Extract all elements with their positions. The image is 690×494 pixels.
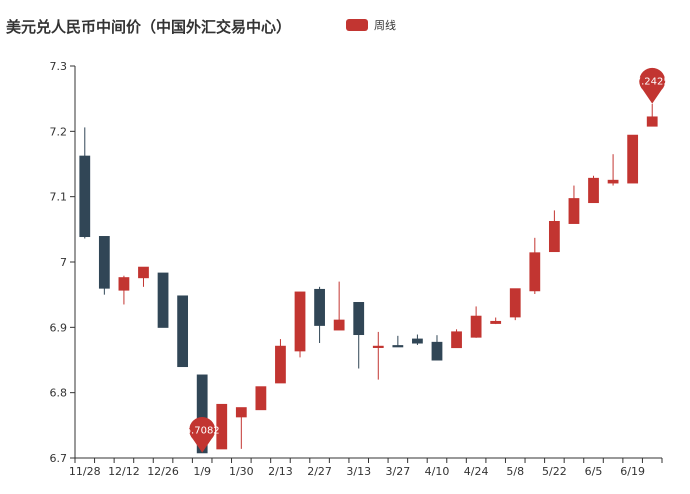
candle-body [470, 315, 482, 338]
x-tick-label: 2/13 [268, 465, 293, 478]
candle [646, 103, 658, 127]
candle-body [294, 291, 306, 352]
candle-body [235, 407, 247, 418]
candle-body [490, 320, 502, 324]
marker-pin-label: 6.7082 [185, 426, 220, 437]
candle-body [607, 179, 619, 184]
candle-body [353, 302, 365, 336]
y-tick-label: 6.8 [50, 387, 68, 400]
x-tick-label: 5/8 [506, 465, 524, 478]
candle-body [255, 386, 267, 411]
candle-body [451, 331, 462, 349]
x-tick-label: 4/10 [425, 465, 450, 478]
marker-pin-label: 7.2425 [635, 77, 670, 88]
candle [216, 403, 228, 450]
candle-body [392, 345, 404, 348]
candle [275, 339, 286, 384]
x-tick-label: 4/24 [464, 465, 489, 478]
candle-body [79, 155, 91, 238]
candle-body [588, 177, 599, 204]
candle [490, 317, 502, 325]
candle [548, 210, 560, 253]
y-tick-label: 7 [60, 256, 67, 269]
candle [607, 154, 619, 186]
candle-body [333, 319, 345, 331]
x-tick-label: 3/27 [385, 465, 410, 478]
candle [372, 331, 384, 380]
candle-body [118, 277, 130, 291]
candle [431, 335, 443, 361]
x-tick-label: 11/28 [69, 465, 101, 478]
candle [509, 288, 521, 321]
chart-legend[interactable]: 周线 [346, 17, 396, 33]
candle [392, 335, 404, 348]
candle [412, 334, 423, 345]
candle [451, 329, 462, 349]
marker-pin-shape [639, 67, 666, 104]
candle-body [372, 345, 384, 348]
candle-body [646, 116, 658, 127]
y-tick-label: 7.2 [50, 125, 68, 138]
y-tick-label: 6.7 [50, 452, 68, 465]
candle [79, 127, 91, 239]
legend-label: 周线 [374, 19, 396, 32]
x-tick-label: 5/22 [542, 465, 567, 478]
candle-body [431, 341, 443, 361]
x-tick-label: 2/27 [307, 465, 332, 478]
candle [333, 281, 345, 331]
candle-body [509, 288, 521, 318]
y-tick-label: 6.9 [50, 321, 68, 334]
candle-body [138, 266, 149, 279]
candle [568, 185, 580, 224]
x-tick-label: 12/12 [108, 465, 140, 478]
y-tick-label: 7.3 [50, 60, 68, 73]
candle [314, 286, 325, 344]
x-tick-label: 1/9 [193, 465, 211, 478]
candle-body [314, 288, 325, 326]
candle-body [412, 338, 423, 344]
candle-body [568, 198, 580, 224]
marker-pin-shape [189, 416, 216, 453]
x-tick-label: 3/13 [346, 465, 371, 478]
candle-body [275, 345, 286, 384]
x-tick-label: 12/26 [147, 465, 179, 478]
candle-body [627, 134, 639, 184]
candle [177, 295, 189, 368]
candle-body [216, 403, 228, 450]
legend-swatch [346, 19, 368, 31]
candle-body [196, 374, 208, 454]
chart-title: 美元兑人民币中间价（中国外汇交易中心） [6, 18, 292, 36]
candle [235, 407, 247, 449]
candle [529, 237, 541, 295]
candle-body [98, 236, 110, 289]
candle [294, 291, 306, 358]
candle [255, 386, 267, 411]
candle [138, 266, 149, 287]
candle [627, 134, 639, 184]
marker-pin: 7.2425 [635, 67, 670, 104]
x-tick-label: 6/19 [620, 465, 645, 478]
candle [98, 236, 110, 295]
candle [470, 306, 482, 338]
x-tick-label: 1/30 [229, 465, 254, 478]
candle-body [529, 252, 541, 292]
candle-body [548, 220, 560, 253]
y-tick-label: 7.1 [50, 191, 68, 204]
candle-body [177, 295, 189, 368]
candle-body [157, 272, 169, 328]
candle [118, 275, 130, 305]
candle [157, 272, 169, 328]
candle [353, 302, 365, 369]
marker-pin: 6.7082 [185, 416, 220, 453]
candle [588, 175, 599, 204]
x-tick-label: 6/5 [585, 465, 603, 478]
